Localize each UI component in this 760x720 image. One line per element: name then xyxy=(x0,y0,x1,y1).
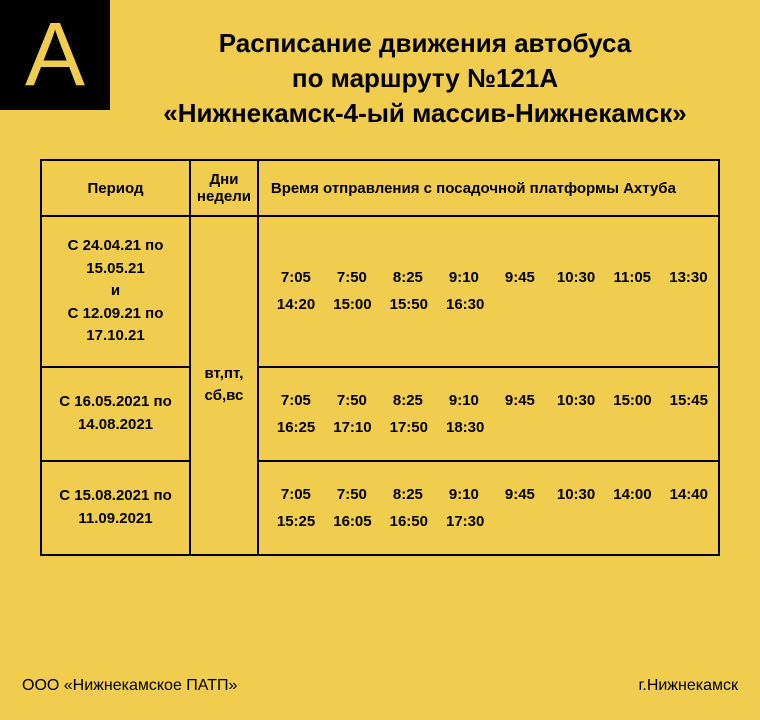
times-row: 7:05 7:50 8:25 9:10 9:45 10:30 14:00 14:40 xyxy=(277,486,708,503)
time-value: 15:00 xyxy=(333,296,371,313)
time-value: 14:20 xyxy=(277,296,315,313)
schedule-table-wrap: Период Дни недели Время отправления с по… xyxy=(40,159,720,556)
header: Расписание движения автобуса по маршруту… xyxy=(0,0,760,129)
col-header-times: Время отправления с посадочной платформы… xyxy=(258,160,719,216)
cell-times: 7:05 7:50 8:25 9:10 9:45 10:30 15:00 15:45 16:25… xyxy=(258,367,719,461)
time-value: 10:30 xyxy=(557,486,595,503)
time-value: 10:30 xyxy=(557,392,595,409)
time-value: 14:40 xyxy=(670,486,708,503)
time-value: 7:50 xyxy=(333,486,371,503)
time-value: 13:30 xyxy=(669,269,707,286)
time-value: 9:45 xyxy=(501,269,539,286)
time-value: 15:25 xyxy=(277,513,315,530)
cell-period: С 24.04.21 по 15.05.21иС 12.09.21 по 17.… xyxy=(41,216,190,367)
time-value: 16:05 xyxy=(333,513,371,530)
logo-box: А xyxy=(0,0,110,110)
time-value: 17:50 xyxy=(390,419,428,436)
logo-letter: А xyxy=(25,10,85,100)
time-value: 7:50 xyxy=(333,392,371,409)
time-value: 8:25 xyxy=(389,486,427,503)
cell-period: С 15.08.2021 по 11.09.2021 xyxy=(41,461,190,555)
time-value: 9:45 xyxy=(501,486,539,503)
time-value: 7:05 xyxy=(277,392,315,409)
time-value: 17:10 xyxy=(333,419,371,436)
table-row: С 16.05.2021 по 14.08.2021 7:05 7:50 8:25 9:… xyxy=(41,367,719,461)
time-value: 15:00 xyxy=(613,392,651,409)
time-value: 8:25 xyxy=(389,392,427,409)
time-value: 9:10 xyxy=(445,392,483,409)
time-value: 11:05 xyxy=(613,269,651,286)
cell-days: вт,пт, сб,вс xyxy=(190,216,258,555)
cell-period: С 16.05.2021 по 14.08.2021 xyxy=(41,367,190,461)
time-value: 10:30 xyxy=(557,269,595,286)
times-row: 15:25 16:05 16:50 17:30 xyxy=(277,513,708,530)
time-value: 9:45 xyxy=(501,392,539,409)
table-row: С 15.08.2021 по 11.09.2021 7:05 7:50 8:25 9:… xyxy=(41,461,719,555)
col-header-period: Период xyxy=(41,160,190,216)
times-row: 16:25 17:10 17:50 18:30 xyxy=(277,419,708,436)
time-value: 9:10 xyxy=(445,269,483,286)
cell-times: 7:05 7:50 8:25 9:10 9:45 10:30 11:05 13:30 14:20… xyxy=(258,216,719,367)
time-value: 16:30 xyxy=(446,296,484,313)
time-value: 18:30 xyxy=(446,419,484,436)
time-value: 16:25 xyxy=(277,419,315,436)
time-value: 7:05 xyxy=(277,486,315,503)
time-value: 8:25 xyxy=(389,269,427,286)
time-value: 16:50 xyxy=(390,513,428,530)
cell-times: 7:05 7:50 8:25 9:10 9:45 10:30 14:00 14:40 15:25… xyxy=(258,461,719,555)
time-value: 7:50 xyxy=(333,269,371,286)
table-row: С 24.04.21 по 15.05.21иС 12.09.21 по 17.… xyxy=(41,216,719,367)
times-row: 14:20 15:00 15:50 16:30 xyxy=(277,296,708,313)
time-value: 14:00 xyxy=(613,486,651,503)
table-header-row: Период Дни недели Время отправления с по… xyxy=(41,160,719,216)
time-value: 7:05 xyxy=(277,269,315,286)
title-line1: Расписание движения автобуса xyxy=(120,28,730,59)
time-value: 15:45 xyxy=(670,392,708,409)
title-line2: по маршруту №121А xyxy=(120,63,730,94)
time-value: 15:50 xyxy=(390,296,428,313)
footer-company: ООО «Нижнекамское ПАТП» xyxy=(22,677,237,695)
title-line3: «Нижнекамск-4-ый массив-Нижнекамск» xyxy=(120,98,730,129)
col-header-days: Дни недели xyxy=(190,160,258,216)
time-value: 17:30 xyxy=(446,513,484,530)
table-body: С 24.04.21 по 15.05.21иС 12.09.21 по 17.… xyxy=(41,216,719,555)
footer-city: г.Нижнекамск xyxy=(638,677,738,695)
schedule-table: Период Дни недели Время отправления с по… xyxy=(40,159,720,556)
times-row: 7:05 7:50 8:25 9:10 9:45 10:30 11:05 13:30 xyxy=(277,269,708,286)
time-value: 9:10 xyxy=(445,486,483,503)
footer: ООО «Нижнекамское ПАТП» г.Нижнекамск xyxy=(0,677,760,695)
times-row: 7:05 7:50 8:25 9:10 9:45 10:30 15:00 15:45 xyxy=(277,392,708,409)
